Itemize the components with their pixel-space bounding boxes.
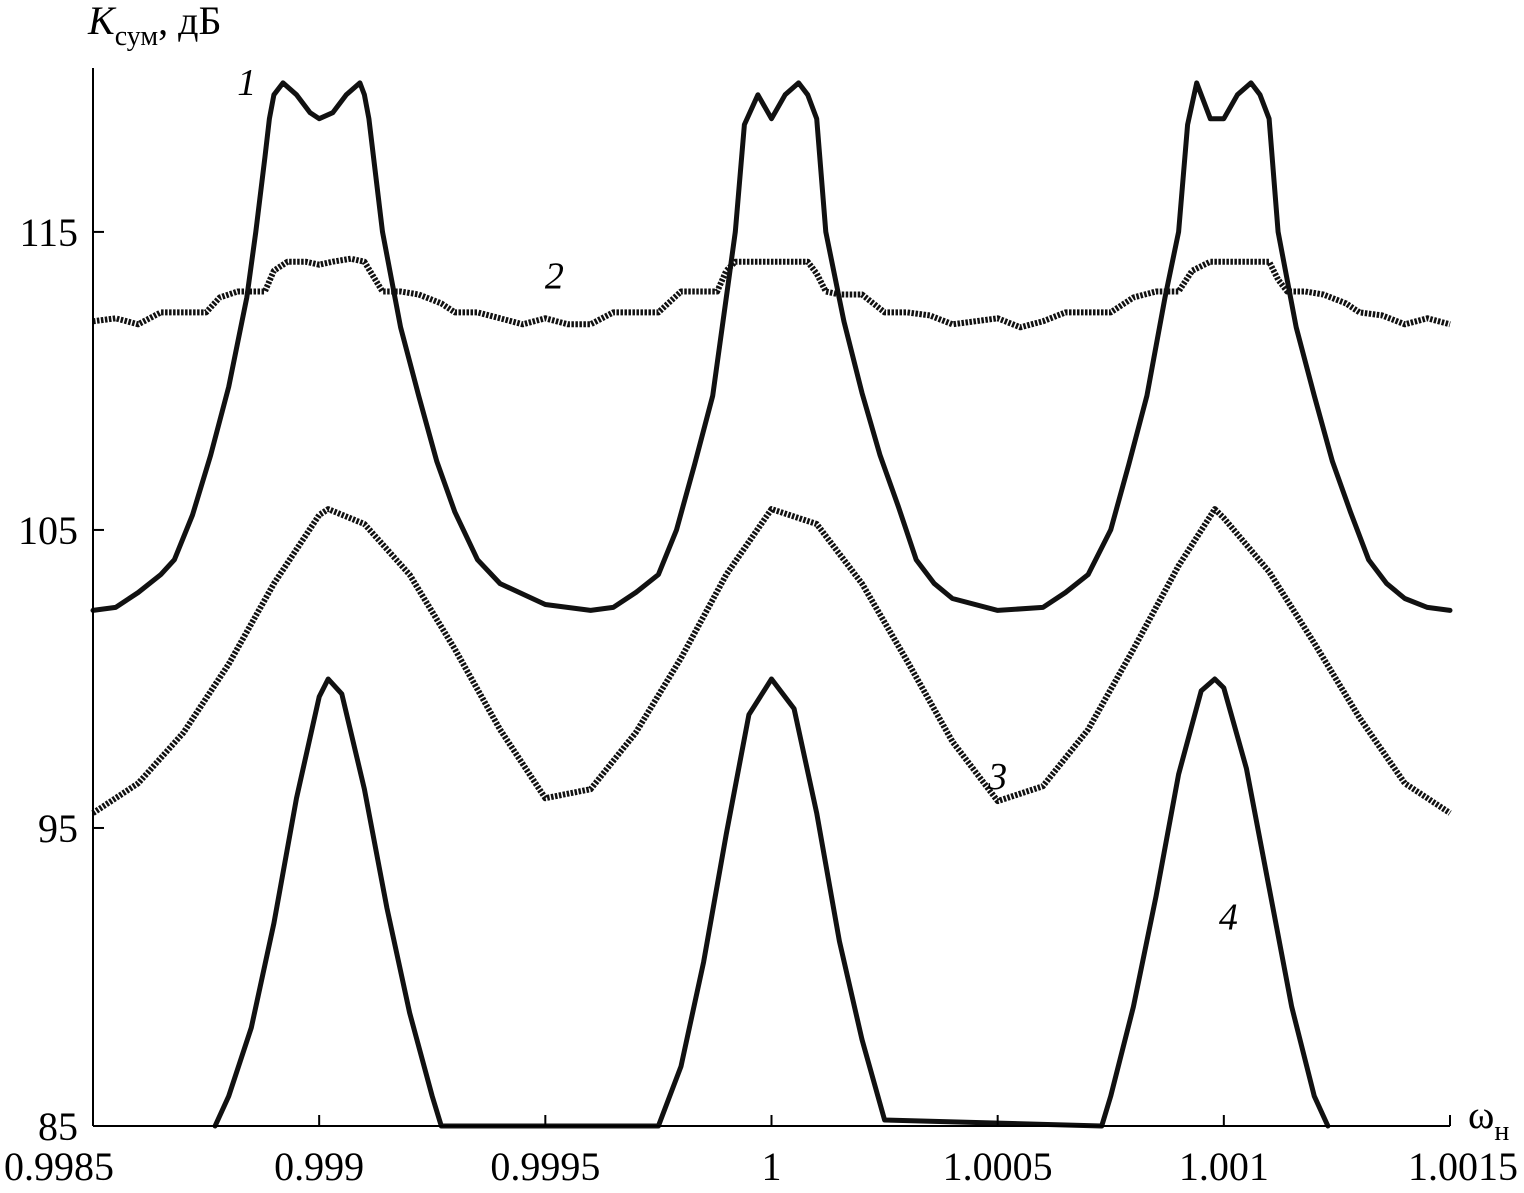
x-tick-label: 1 <box>762 1144 782 1189</box>
series-3-label: 3 <box>987 756 1007 798</box>
y-tick-label: 85 <box>38 1104 78 1149</box>
series-1-line <box>90 80 1453 613</box>
y-tick-label: 115 <box>19 210 78 255</box>
x-tick-label: 1.0015 <box>1408 1144 1518 1189</box>
series-4-line <box>212 676 1331 1129</box>
y-axis-title: Kсум, дБ <box>87 0 221 52</box>
x-axis-symbol: ω <box>1468 1092 1494 1137</box>
series-4-label: 4 <box>1219 896 1238 938</box>
x-tick-label: 0.9995 <box>490 1144 600 1189</box>
series-3-line <box>91 506 1452 816</box>
series-1-label: 1 <box>237 62 256 104</box>
x-tick-label: 0.999 <box>274 1144 364 1189</box>
series-2-line <box>92 255 1451 331</box>
y-axis-subscript: сум <box>115 21 159 52</box>
x-axis-subscript: н <box>1494 1116 1509 1147</box>
y-tick-label: 95 <box>38 806 78 851</box>
chart-ticks: 0.9985 0.999 0.9995 1 1.0005 1.001 1.0015 85 95 1… <box>4 210 1518 1189</box>
chart-curves <box>90 80 1453 1129</box>
x-tick-label: 1.0005 <box>943 1144 1053 1189</box>
y-axis-symbol: K <box>87 0 117 43</box>
series-2-label: 2 <box>545 256 564 298</box>
x-tick-label: 1.001 <box>1179 1144 1269 1189</box>
x-tick-label: 0.9985 <box>4 1144 114 1189</box>
chart-axes <box>92 68 1450 1127</box>
y-axis-unit: , дБ <box>158 0 221 43</box>
y-tick-label: 105 <box>18 508 78 553</box>
curve-labels: 1 2 3 4 <box>237 62 1238 938</box>
x-axis-title: ωн <box>1468 1092 1509 1147</box>
